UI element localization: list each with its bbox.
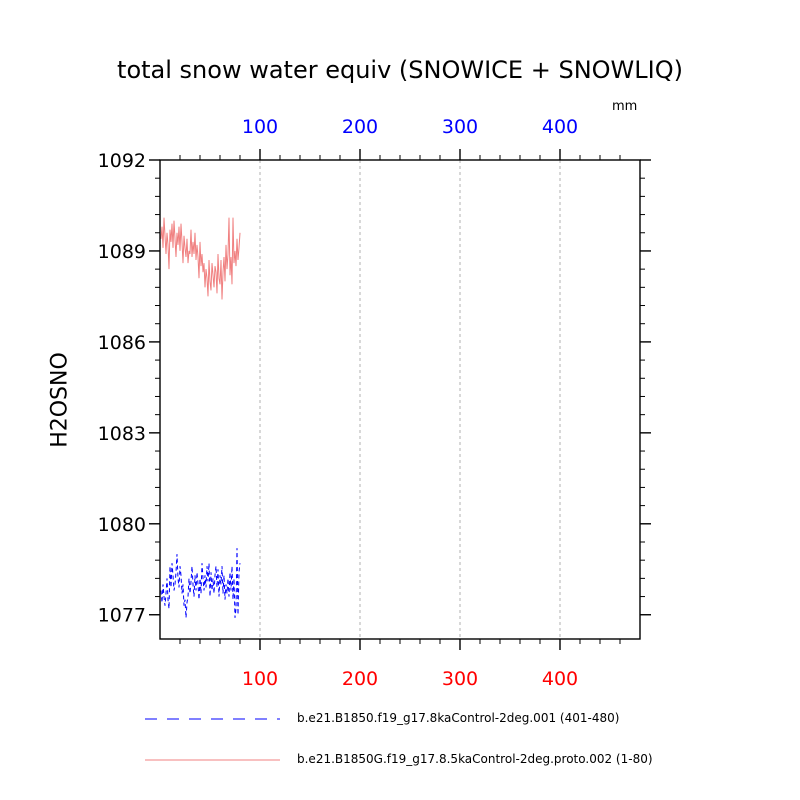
series-line-1 (160, 548, 241, 618)
legend (145, 718, 280, 761)
y-tick-label: 1077 (98, 605, 146, 627)
plot-frame (159, 159, 641, 640)
units-label: mm (612, 99, 638, 114)
y-tick-label: 1092 (98, 150, 146, 172)
axis-ticks (149, 149, 651, 650)
x-tick-label-top: 400 (542, 116, 578, 138)
y-tick-label: 1089 (98, 241, 146, 263)
x-tick-label-bottom: 200 (342, 668, 378, 690)
y-tick-label: 1086 (98, 332, 146, 354)
x-tick-label-bottom: 100 (242, 668, 278, 690)
tick-labels: 100 100 200 200 300 300 400 400 1077 1080 1083 1086… (98, 116, 578, 690)
x-tick-label-top: 300 (442, 116, 478, 138)
y-tick-label: 1080 (98, 514, 146, 536)
x-tick-label-bottom: 300 (442, 668, 478, 690)
series-layer (160, 217, 241, 618)
x-tick-label-top: 100 (242, 116, 278, 138)
chart-title: total snow water equiv (SNOWICE + SNOWLI… (117, 56, 683, 84)
y-tick-label: 1083 (98, 423, 146, 445)
x-tick-label-top: 200 (342, 116, 378, 138)
legend-label-1: b.e21.B1850.f19_g17.8kaControl-2deg.001 … (297, 711, 620, 725)
x-tick-label-bottom: 400 (542, 668, 578, 690)
legend-label-2: b.e21.B1850G.f19_g17.8.5kaControl-2deg.p… (297, 752, 653, 766)
grid-lines (259, 160, 561, 639)
series-line-2 (160, 217, 241, 300)
